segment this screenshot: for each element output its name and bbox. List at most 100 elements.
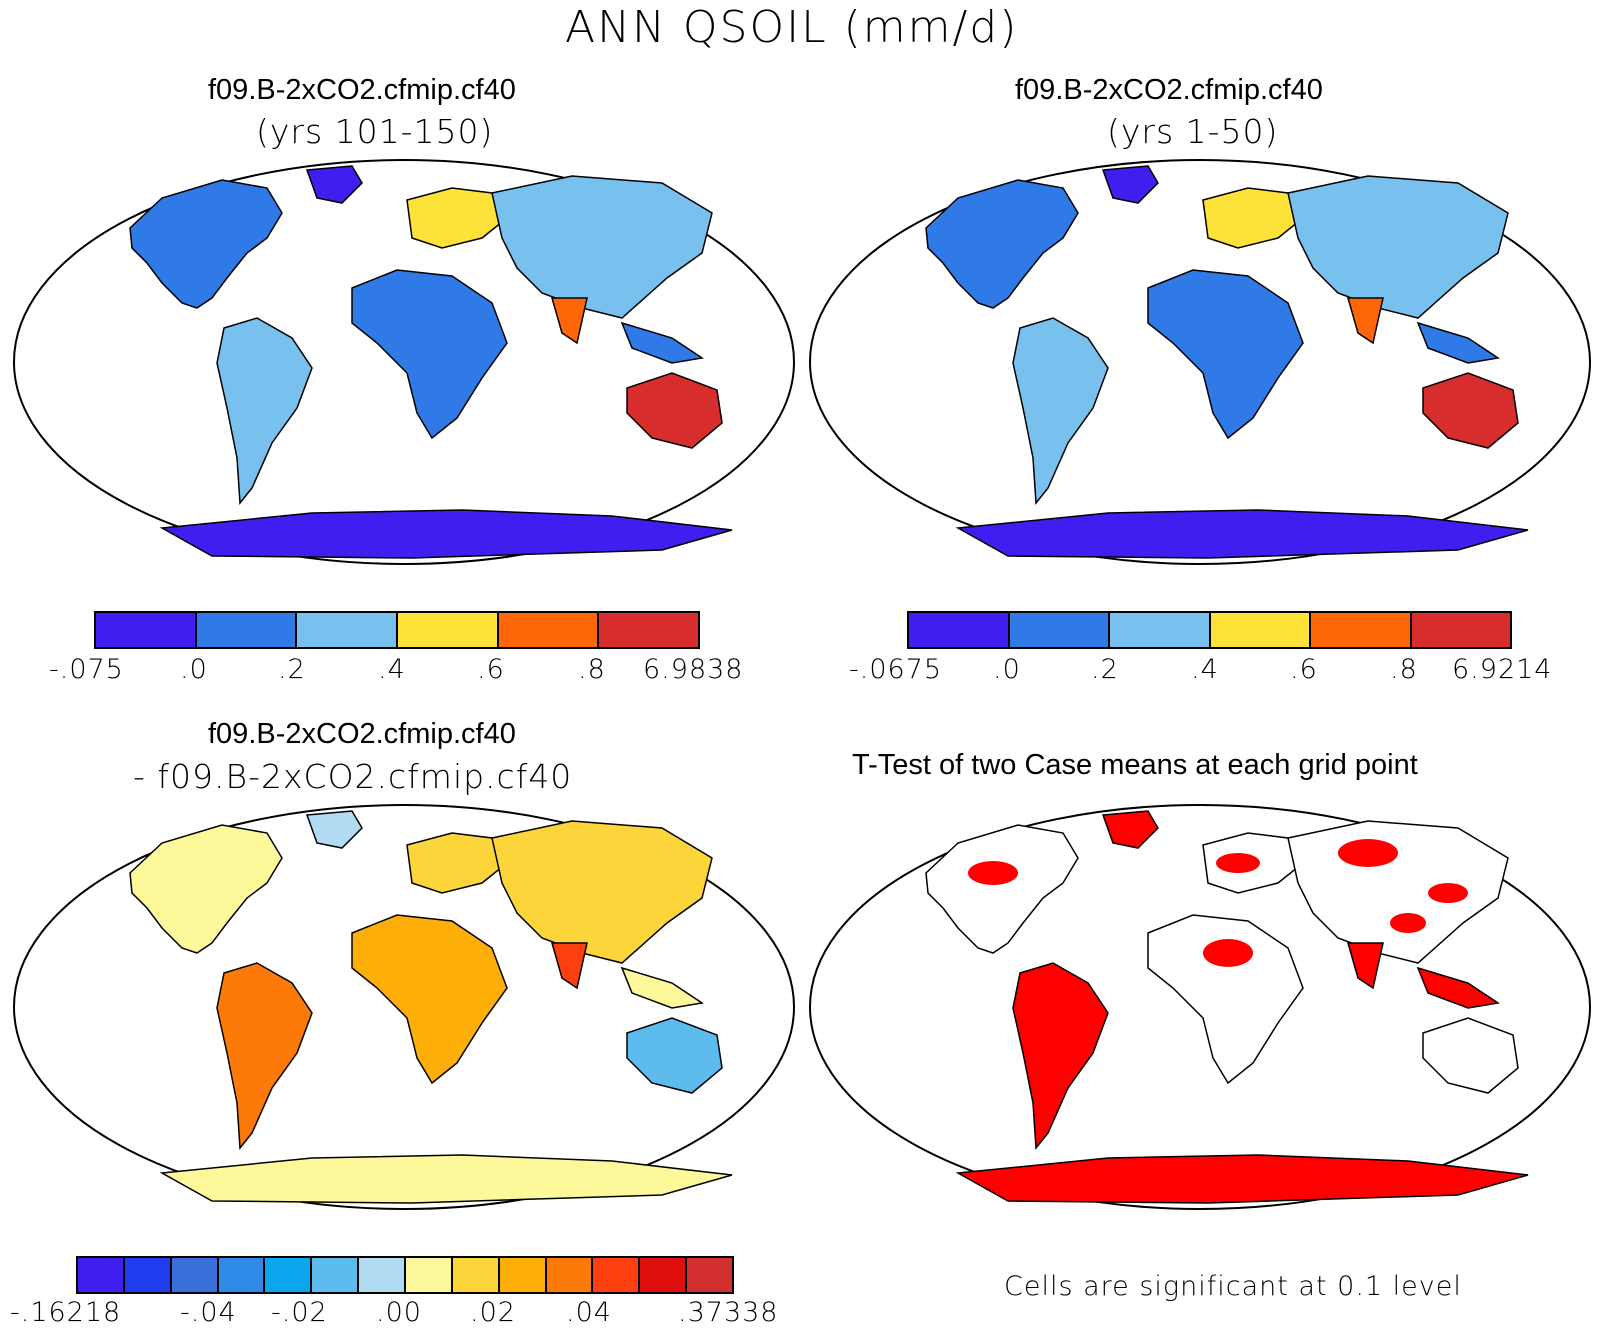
colorbar-box <box>1210 613 1311 647</box>
tick-label: -.0675 <box>849 654 943 685</box>
colorbar-bottom-left <box>76 1256 734 1294</box>
tick-label: -.075 <box>49 654 124 685</box>
landmass-seAsia <box>620 966 704 1009</box>
panel-subtitle-bottom-left: - f09.B-2xCO2.cfmip.cf40 <box>133 757 573 796</box>
colorbar-box <box>78 1258 125 1292</box>
colorbar-box <box>297 613 399 647</box>
landmass-seAsia <box>1416 321 1500 364</box>
figure-title: ANN QSOIL (mm/d) <box>565 2 1019 53</box>
tick-label: -.16218 <box>10 1297 122 1328</box>
landmass-southAmerica <box>216 962 313 1150</box>
tick-label: .2 <box>1091 654 1119 685</box>
landmass-northAmerica <box>925 824 1079 954</box>
landmass-africa <box>351 269 508 440</box>
tick-label: .2 <box>278 654 306 685</box>
colorbar-box <box>171 1258 219 1292</box>
colorbar-box <box>640 1258 688 1292</box>
tick-label: -.02 <box>271 1297 328 1328</box>
tick-label: .02 <box>470 1297 516 1328</box>
colorbar-box <box>1110 613 1211 647</box>
tick-label: .0 <box>180 654 208 685</box>
panel-title-bottom-right: T-Test of two Case means at each grid po… <box>852 749 1418 781</box>
colorbar-box <box>1411 613 1510 647</box>
landmass-africa <box>1147 269 1304 440</box>
landmass-antarctica <box>955 1154 1529 1204</box>
landmass-india <box>1347 297 1384 345</box>
colorbar-box <box>265 1258 313 1292</box>
landmass-greenland <box>305 165 363 204</box>
landmass-antarctica <box>159 509 733 559</box>
tick-label: .6 <box>1290 654 1318 685</box>
tick-label: .4 <box>1191 654 1219 685</box>
colorbar-box <box>359 1258 407 1292</box>
landmass-seAsia <box>1416 966 1500 1009</box>
map-top-left <box>13 159 795 565</box>
colorbar-box <box>96 613 197 647</box>
significance-note: Cells are significant at 0.1 level <box>1004 1271 1462 1302</box>
landmass-africa <box>1147 914 1304 1085</box>
tick-label: .37338 <box>678 1297 779 1328</box>
landmass-antarctica <box>159 1154 733 1204</box>
tick-label: .6 <box>477 654 505 685</box>
map-bottom-left <box>13 804 795 1210</box>
colorbar-box <box>312 1258 360 1292</box>
colorbar-box <box>124 1258 172 1292</box>
landmass-southAmerica <box>1012 317 1109 505</box>
landmass-greenland <box>305 810 363 849</box>
colorbar-box <box>909 613 1010 647</box>
colorbar-box <box>196 613 298 647</box>
tick-label: 6.9838 <box>643 654 744 685</box>
colorbar-box <box>498 613 600 647</box>
landmass-asia <box>491 175 713 319</box>
landmass-africa <box>351 914 508 1085</box>
colorbar-box <box>452 1258 500 1292</box>
colorbar-box <box>218 1258 266 1292</box>
landmass-antarctica <box>955 509 1529 559</box>
tick-label: .8 <box>578 654 606 685</box>
landmass-seAsia <box>620 321 704 364</box>
colorbar-box <box>546 1258 594 1292</box>
tick-label: .04 <box>566 1297 612 1328</box>
panel-subtitle-top-left: (yrs 101-150) <box>256 112 494 151</box>
landmass-greenland <box>1101 165 1159 204</box>
panel-title-top-left: f09.B-2xCO2.cfmip.cf40 <box>208 74 516 106</box>
landmass-northAmerica <box>129 824 283 954</box>
map-top-right <box>809 159 1591 565</box>
landmass-australia <box>626 1017 723 1094</box>
landmass-india <box>551 942 588 990</box>
landmass-australia <box>1422 372 1519 449</box>
colorbar-box <box>593 1258 641 1292</box>
landmass-australia <box>626 372 723 449</box>
colorbar-box <box>687 1258 733 1292</box>
tick-label: .4 <box>378 654 406 685</box>
tick-label: .8 <box>1390 654 1418 685</box>
panel-title-top-right: f09.B-2xCO2.cfmip.cf40 <box>1015 74 1323 106</box>
significant-cells <box>968 861 1018 885</box>
landmass-europe <box>406 832 508 894</box>
significant-cells <box>1203 939 1253 967</box>
colorbar-box <box>599 613 699 647</box>
significant-cells <box>1338 839 1398 867</box>
landmass-asia <box>1287 175 1509 319</box>
landmass-australia <box>1422 1017 1519 1094</box>
colorbar-box <box>406 1258 453 1292</box>
landmass-northAmerica <box>925 179 1079 309</box>
colorbar-box <box>499 1258 547 1292</box>
map-bottom-right <box>809 804 1591 1210</box>
significant-cells <box>1216 853 1260 873</box>
landmass-india <box>1347 942 1384 990</box>
colorbar-box <box>1009 613 1110 647</box>
panel-subtitle-top-right: (yrs 1-50) <box>1107 112 1279 151</box>
landmass-greenland <box>1101 810 1159 849</box>
colorbar-box <box>1311 613 1412 647</box>
tick-label: .0 <box>993 654 1021 685</box>
panel-title-bottom-left: f09.B-2xCO2.cfmip.cf40 <box>208 718 516 750</box>
landmass-europe <box>1202 187 1304 249</box>
tick-label: .00 <box>376 1297 422 1328</box>
significant-cells <box>1390 913 1426 933</box>
colorbar-top-left <box>94 611 700 649</box>
colorbar-top-right <box>907 611 1512 649</box>
landmass-northAmerica <box>129 179 283 309</box>
significant-cells <box>1428 883 1468 903</box>
colorbar-box <box>398 613 499 647</box>
